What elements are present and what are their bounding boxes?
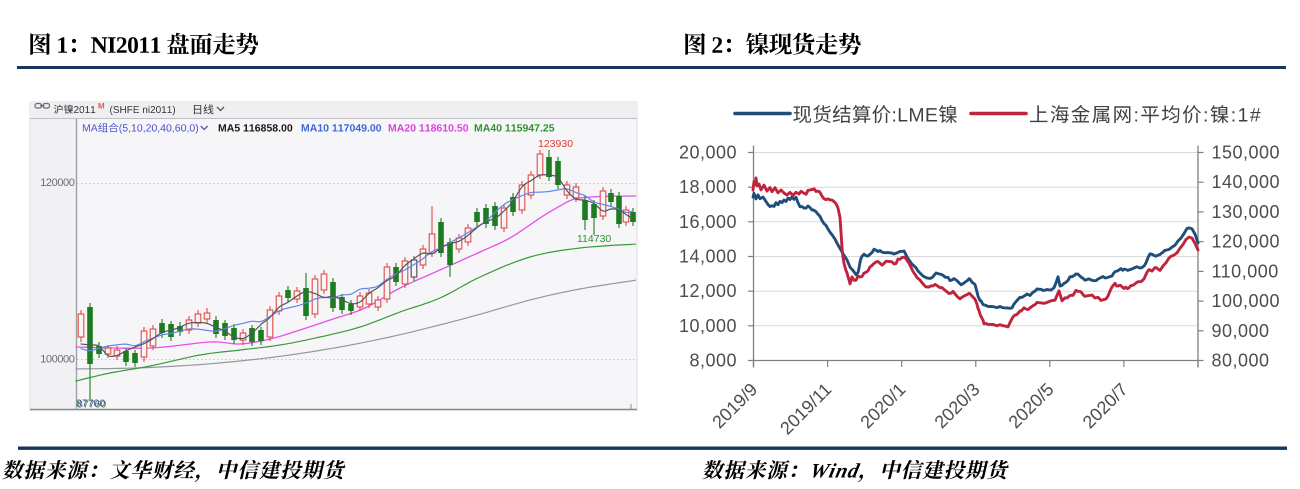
svg-text:14,000: 14,000	[679, 247, 737, 267]
svg-text:140,000: 140,000	[1212, 172, 1281, 192]
svg-text:90,000: 90,000	[1212, 321, 1270, 341]
svg-text:10,000: 10,000	[679, 316, 737, 336]
svg-text:110,000: 110,000	[1212, 261, 1279, 281]
svg-text:130,000: 130,000	[1212, 202, 1281, 222]
svg-text:16,000: 16,000	[679, 212, 737, 232]
svg-text:18,000: 18,000	[679, 177, 737, 197]
svg-text:100,000: 100,000	[1212, 291, 1281, 311]
svg-text:114730: 114730	[577, 233, 611, 245]
svg-text:87760: 87760	[77, 399, 106, 411]
svg-text:120000: 120000	[40, 177, 75, 189]
svg-text:120,000: 120,000	[1212, 232, 1281, 252]
svg-text:150,000: 150,000	[1212, 143, 1281, 163]
svg-text:100000: 100000	[40, 354, 75, 366]
svg-text:12,000: 12,000	[679, 281, 737, 301]
svg-text:20,000: 20,000	[679, 143, 737, 163]
svg-text:87700: 87700	[76, 398, 105, 410]
svg-text:123930: 123930	[538, 138, 573, 150]
svg-text:80,000: 80,000	[1212, 351, 1270, 371]
svg-text:8,000: 8,000	[689, 351, 737, 371]
